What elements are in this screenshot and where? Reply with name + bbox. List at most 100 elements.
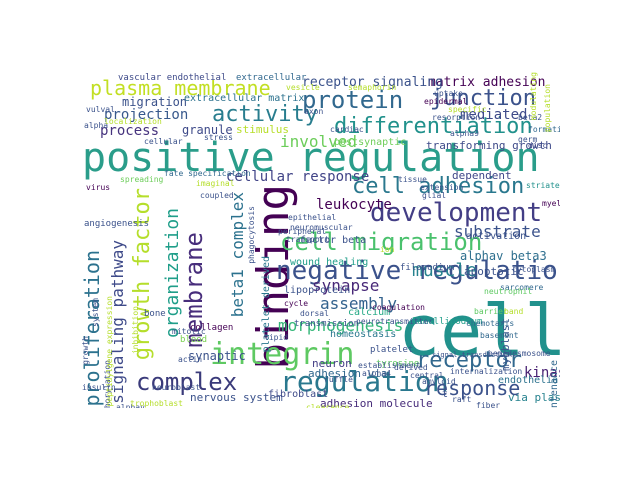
word-actin: actin [178, 355, 203, 364]
word-neuron: neuron [312, 357, 352, 370]
word-stimulus: stimulus [236, 123, 289, 136]
word-cell-migration: cell migration [280, 228, 483, 256]
word-neurotransmitter: neurotransmitter [356, 317, 434, 326]
word-substrate: substrate [454, 222, 541, 241]
word-cycle: cycle [284, 299, 309, 308]
word-insulin: insulin [82, 383, 116, 392]
word-hemidesmosome: hemidesmosome [488, 349, 551, 358]
word-chemotaxis: chemotaxis [466, 319, 515, 328]
word-phagocytosis: phagocytosis [247, 206, 256, 264]
word-transport: transport [286, 235, 330, 244]
word-establishment: establishment [358, 361, 421, 370]
word-integrin: integrin [210, 337, 355, 372]
word-apoptotic: apoptotic [464, 265, 524, 278]
word-imaginal: imaginal [196, 179, 235, 188]
word-protein: protein [302, 86, 404, 114]
word-cloud: cell positive regulation binding integri… [80, 72, 560, 408]
word-process: process [100, 123, 160, 139]
word-fate-specification: fate specification [164, 169, 251, 178]
word-bone: bone [144, 309, 166, 319]
word-ion: ion [380, 245, 395, 254]
word-gene-expression: gene expression [105, 296, 114, 369]
word-angiogenesis: angiogenesis [84, 219, 150, 229]
word-homeostasis: homeostasis [330, 329, 397, 340]
word-inhibition: inhibition [131, 306, 140, 355]
word-leukocyte: leukocyte [316, 197, 392, 213]
word-clearance: clearance [306, 403, 350, 409]
word-adhesion-molecule: adhesion molecule [320, 397, 433, 408]
word-cardiac: cardiac [330, 125, 364, 134]
word-spreading: spreading [120, 175, 164, 184]
word-differentiation: differentiation [334, 114, 533, 139]
word-cytoplasm: cytoplasm [512, 265, 556, 274]
word-stress: stress [204, 133, 233, 142]
word-maintenance: maintenance [549, 360, 560, 408]
word-platelet: platelet [370, 345, 414, 355]
word-semaphorin: semaphorin [348, 83, 397, 92]
word-peripheral: peripheral [278, 227, 327, 236]
word-nervous-system: nervous system [190, 391, 283, 404]
word-vesicle: vesicle [286, 83, 320, 92]
word-lipoprotein: lipoprotein [284, 285, 351, 296]
word-negative-regulation: negative regulation [276, 256, 560, 286]
word-transmission: transmission [294, 319, 360, 329]
word-receptor: receptor [416, 348, 522, 373]
word-fibroblast: fibroblast [268, 389, 329, 400]
word-tyrosine: tyrosine [376, 359, 420, 369]
word-kinase: kinase [524, 365, 560, 381]
word-extracellular: extracellular [236, 73, 307, 83]
word-coagulation: coagulation [372, 303, 425, 312]
word-matrix-adhesion: matrix adhesion [428, 75, 546, 90]
word-development: development [370, 198, 543, 228]
word-uptake: uptake [434, 89, 463, 98]
word-response: response [424, 376, 521, 400]
word-disc: disc [528, 141, 548, 150]
word-resorption: resorption [432, 113, 481, 122]
word-vulval: vulval [86, 105, 115, 114]
word-signal-transduction: signal transduction [432, 351, 513, 359]
word-calcium: calcium [348, 307, 391, 318]
word-axon: axon [304, 107, 324, 116]
word-cellular: cellular [144, 137, 183, 146]
word-involved: involved [280, 132, 358, 151]
word-basement: basement [480, 331, 519, 340]
word-amyloid: amyloid [422, 377, 456, 386]
word-modulating: modulating [529, 72, 538, 121]
word-beta2: beta2 [518, 113, 543, 122]
word-virus: virus [86, 183, 111, 192]
word-trophoblast: trophoblast [130, 399, 183, 408]
word-projection: projection [104, 107, 189, 123]
word-junction: junction [430, 86, 536, 111]
word-cell: cell [398, 290, 560, 372]
word-morphogenesis: morphogenesis [278, 316, 404, 335]
word-blood: blood [180, 335, 208, 345]
word-filopodium: filopodium [400, 263, 455, 273]
word-population: population [543, 84, 552, 133]
word-positive-regulation: positive regulation [82, 135, 540, 181]
word-central: central [410, 371, 444, 380]
word-synapse: synapse [312, 276, 380, 295]
word-dorsal: dorsal [300, 309, 329, 318]
word-fiber: fiber [476, 401, 501, 409]
word-extracellular-matrix: extracellular matrix [184, 93, 305, 104]
word-neutrophil: neutrophil [484, 287, 533, 296]
word-granule: granule [182, 123, 233, 137]
word-neuromuscular: neuromuscular [290, 223, 353, 232]
word-specific: specific [448, 105, 487, 114]
word-barrier: barrier [474, 307, 508, 316]
word-collagen: collagen [190, 323, 234, 333]
word-regulation: regulation [280, 365, 449, 398]
word-organization: organization [162, 208, 183, 339]
word-activation: activation [466, 231, 527, 242]
word-receptor-signaling: receptor signaling [302, 75, 443, 90]
word-endothelial: endothelial [498, 375, 560, 386]
word-cell-adhesion: cell adhesion [352, 174, 525, 199]
word-internalization: internalization [450, 367, 523, 376]
word-neuroblast: neuroblast [152, 383, 201, 392]
word-via-plasma: via plasma [508, 391, 560, 404]
word-adhesion-via: adhesion via [308, 367, 388, 380]
word-growth: growth [81, 336, 90, 365]
word-alphav-beta3: alphav beta3 [460, 249, 547, 263]
word-lamellipodium: lamellipodium [412, 317, 483, 327]
word-glial: glial [422, 191, 447, 200]
